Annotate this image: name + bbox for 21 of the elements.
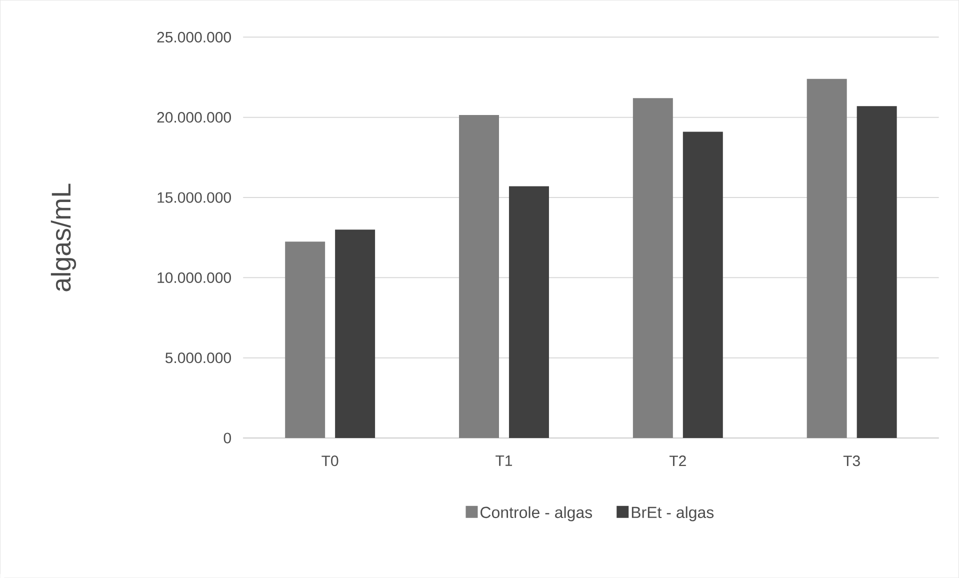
bar: [508, 186, 549, 438]
y-tick-label: 5.000.000: [165, 352, 231, 364]
bar: [632, 98, 673, 438]
legend-label: BrEt - algas: [632, 506, 714, 522]
x-tick-label: T2: [670, 455, 686, 466]
bar: [335, 230, 376, 438]
y-tick-label: 0: [224, 432, 231, 444]
bar: [459, 114, 499, 438]
legend-label: Controle - algas: [480, 506, 592, 522]
x-tick-label: T1: [496, 455, 512, 466]
bar: [682, 132, 723, 438]
bar: [285, 242, 326, 438]
y-tick-label: 10.000.000: [158, 272, 231, 283]
y-tick-label: 25.000.000: [157, 32, 231, 42]
x-tick-label: T3: [843, 455, 860, 466]
y-axis-title: algas/mL: [50, 184, 76, 292]
y-tick-label: 15.000.000: [158, 192, 231, 203]
bar: [806, 78, 847, 438]
x-tick-label: T0: [322, 455, 338, 466]
bar: [856, 106, 897, 438]
y-tick-label: 20.000.000: [157, 112, 231, 123]
